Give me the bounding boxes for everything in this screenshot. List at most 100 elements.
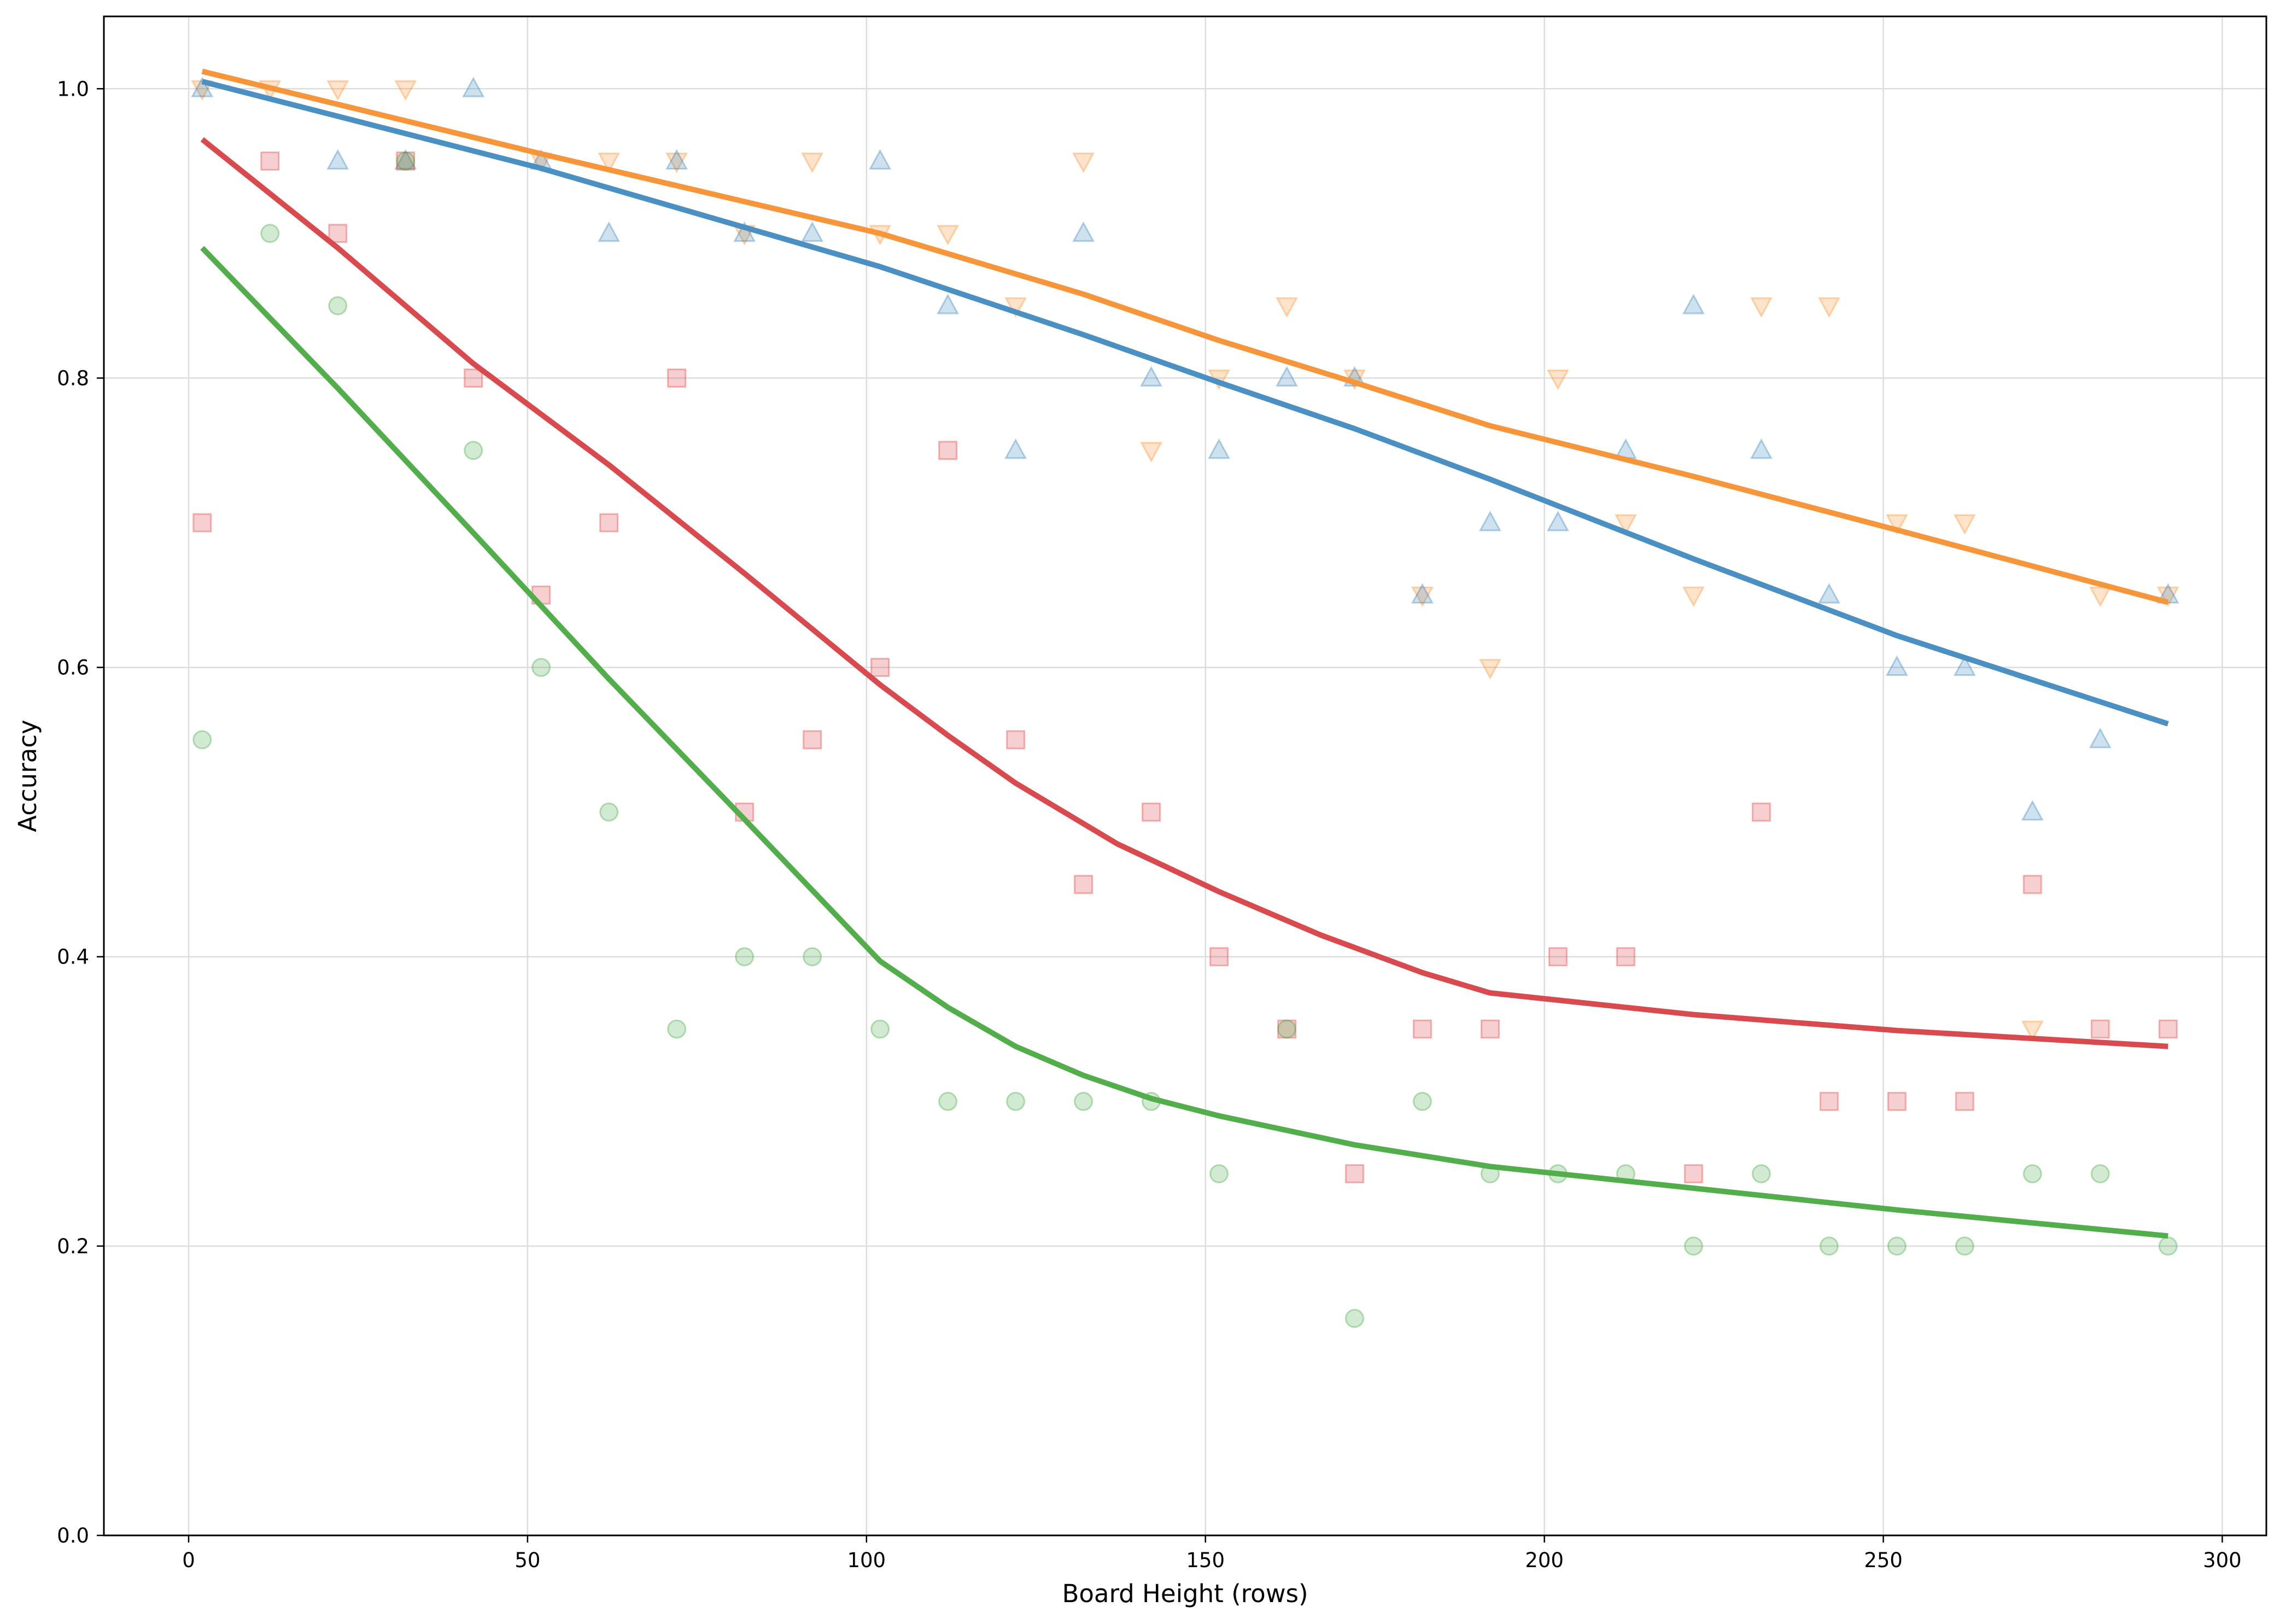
scatter-point-circle — [328, 296, 348, 316]
scatter-point-triangle-up — [191, 77, 214, 97]
scatter-point-triangle-down — [665, 153, 688, 173]
scatter-point-triangle-up — [2089, 727, 2112, 749]
scatter-point-square — [1412, 1019, 1432, 1039]
y-axis-ticks: 0.0 0.2 0.4 0.6 0.8 1.0 — [57, 77, 104, 1547]
scatter-point-triangle-down — [1411, 586, 1434, 607]
scatter-point-circle — [1683, 1236, 1703, 1256]
trend-line — [201, 79, 2169, 727]
scatter-point-circle — [870, 1019, 890, 1039]
x-axis-ticks: 0 50 100 150 200 250 300 — [182, 1535, 2242, 1572]
scatter-point-triangle-up — [2021, 800, 2044, 821]
scatter-point-triangle-down — [1546, 369, 1569, 390]
trend-lines — [200, 68, 2169, 1239]
scatter-point-circle — [1751, 1164, 1771, 1184]
scatter-point-square — [1751, 802, 1771, 822]
scatter-point-circle — [1344, 1308, 1364, 1328]
scatter-point-triangle-up — [937, 294, 960, 314]
scatter-point-circle — [464, 441, 483, 460]
x-tick-label: 150 — [1186, 1549, 1225, 1572]
scatter-point-triangle-down — [1004, 297, 1027, 318]
scatter-point-triangle-up — [1072, 221, 1095, 242]
scatter-point-triangle-down — [2156, 586, 2179, 607]
scatter-point-triangle-up — [1546, 510, 1569, 531]
scatter-point-triangle-up — [1207, 438, 1231, 459]
scatter-point-triangle-down — [598, 153, 621, 173]
scatter-point-triangle-up — [1750, 438, 1773, 459]
scatter-point-square — [1142, 802, 1161, 822]
scatter-point-triangle-up — [665, 149, 688, 170]
scatter-point-triangle-up — [1004, 438, 1027, 459]
scatter-point-triangle-down — [1817, 297, 1840, 318]
scatter-point-circle — [260, 224, 280, 243]
scatter-point-triangle-down — [1953, 514, 1976, 535]
scatter-point-square — [1683, 1164, 1703, 1184]
trend-line — [200, 246, 2168, 1239]
scatter-point-square — [2090, 1019, 2110, 1039]
x-tick-label: 0 — [182, 1549, 195, 1572]
scatter-point-triangle-up — [1682, 294, 1705, 314]
scatter-point-triangle-down — [2089, 586, 2112, 607]
scatter-point-circle — [938, 1091, 958, 1111]
scatter-point-triangle-down — [1885, 514, 1908, 535]
scatter-point-square — [192, 513, 212, 533]
scatter-point-square — [1480, 1019, 1500, 1039]
scatter-point-triangle-up — [1139, 366, 1163, 387]
scatter-point-circle — [1887, 1236, 1907, 1256]
x-tick-label: 100 — [847, 1549, 886, 1572]
scatter-point-triangle-up — [394, 149, 417, 170]
trend-line — [201, 68, 2169, 605]
scatter-point-circle — [192, 730, 212, 750]
y-tick-label: 0.6 — [57, 656, 89, 680]
scatter-point-triangle-up — [801, 221, 824, 242]
scatter-point-circle — [2090, 1164, 2110, 1184]
scatter-point-triangle-up — [1275, 366, 1298, 387]
x-axis-label: Board Height (rows) — [1062, 1579, 1308, 1608]
scatter-point-triangle-up — [1478, 510, 1501, 531]
scatter-point-circle — [531, 658, 551, 677]
y-axis-label: Accuracy — [13, 720, 42, 832]
x-tick-label: 300 — [2203, 1549, 2242, 1572]
scatter-point-circle — [667, 1019, 687, 1039]
x-tick-label: 250 — [1864, 1549, 1903, 1572]
scatter-point-square — [1548, 947, 1568, 967]
scatter-point-square — [1616, 947, 1635, 967]
scatter-point-square — [260, 151, 280, 171]
scatter-point-triangle-up — [1411, 583, 1434, 604]
scatter-point-triangle-down — [1072, 153, 1095, 173]
scatter-points — [191, 77, 2179, 1328]
scatter-point-triangle-up — [598, 221, 621, 242]
scatter-point-triangle-down — [1682, 586, 1705, 607]
scatter-point-square — [464, 368, 483, 388]
scatter-point-triangle-down — [1614, 514, 1637, 535]
scatter-point-triangle-down — [2021, 1020, 2044, 1042]
scatter-point-square — [1344, 1164, 1364, 1184]
scatter-point-circle — [2158, 1236, 2178, 1256]
scatter-point-square — [870, 658, 890, 677]
scatter-point-square — [396, 151, 416, 171]
scatter-point-circle — [1277, 1019, 1296, 1039]
scatter-point-triangle-up — [869, 149, 892, 170]
y-tick-label: 0.0 — [57, 1524, 89, 1547]
scatter-point-circle — [1955, 1236, 1974, 1256]
scatter-point-square — [1887, 1091, 1907, 1111]
scatter-point-circle — [599, 802, 619, 822]
scatter-point-circle — [2022, 1164, 2042, 1184]
scatter-point-circle — [1819, 1236, 1839, 1256]
scatter-point-circle — [1074, 1091, 1094, 1111]
scatter-point-circle — [735, 947, 755, 967]
scatter-point-triangle-down — [801, 153, 824, 173]
scatter-point-square — [667, 368, 687, 388]
scatter-point-square — [803, 730, 822, 750]
scatter-point-triangle-up — [1817, 583, 1840, 604]
scatter-point-triangle-down — [1139, 442, 1163, 463]
plot-frame — [103, 15, 2267, 1537]
scatter-point-circle — [1209, 1164, 1229, 1184]
scatter-point-square — [328, 224, 348, 243]
scatter-point-square — [1819, 1091, 1839, 1111]
scatter-point-circle — [1412, 1091, 1432, 1111]
scatter-point-triangle-up — [462, 77, 485, 97]
scatter-point-circle — [396, 151, 416, 171]
scatter-point-square — [1277, 1019, 1296, 1039]
